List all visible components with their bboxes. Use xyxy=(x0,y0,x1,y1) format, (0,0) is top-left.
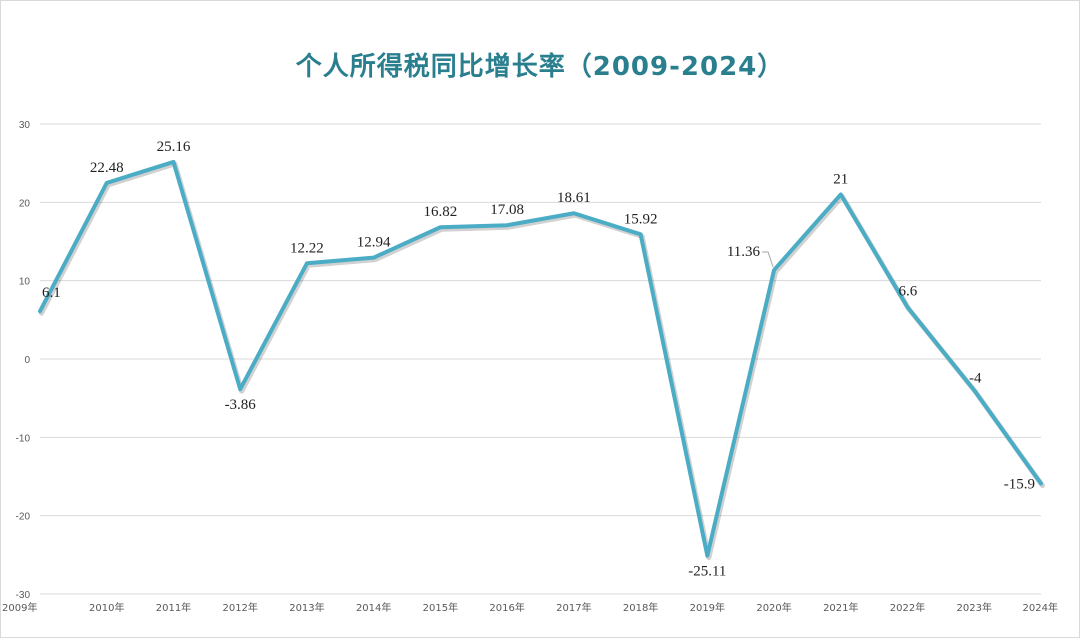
x-tick-label: 2019年 xyxy=(690,601,725,614)
series-line xyxy=(38,159,1043,558)
x-tick-label: 2012年 xyxy=(222,601,257,614)
series-line-layer xyxy=(38,159,1045,561)
x-tick-label: 2010年 xyxy=(89,601,124,614)
data-label: 6.6 xyxy=(899,283,918,299)
y-tick-label: 30 xyxy=(19,120,31,131)
data-label: 15.92 xyxy=(624,211,658,227)
x-tick-label: 2020年 xyxy=(756,601,791,614)
x-tick-label: 2018年 xyxy=(623,601,658,614)
gridlines xyxy=(40,123,1041,595)
data-label: 21 xyxy=(833,172,848,188)
data-label: -15.9 xyxy=(1004,477,1035,493)
data-label: -4 xyxy=(969,370,982,386)
y-tick-label: -30 xyxy=(16,590,31,601)
x-tick-label: 2022年 xyxy=(890,601,925,614)
x-tick-label: 2023年 xyxy=(957,601,992,614)
data-label: 12.22 xyxy=(290,240,324,256)
data-label: 25.16 xyxy=(157,139,191,155)
y-tick-label: 10 xyxy=(19,277,31,288)
data-label: 17.08 xyxy=(490,202,524,218)
y-tick-label: -20 xyxy=(16,512,31,523)
x-tick-label: 2014年 xyxy=(356,601,391,614)
x-tick-label: 2009年 xyxy=(2,601,37,614)
data-label: 22.48 xyxy=(90,160,124,176)
data-label: 12.94 xyxy=(357,235,391,251)
y-axis-ticks: 30 20 10 0 -10 -20 -30 xyxy=(16,120,31,601)
x-tick-label: 2017年 xyxy=(556,601,591,614)
x-tick-label: 2015年 xyxy=(423,601,458,614)
leader-line xyxy=(762,251,774,268)
y-tick-label: 0 xyxy=(24,355,30,366)
x-tick-label: 2011年 xyxy=(156,601,191,614)
y-tick-label: 20 xyxy=(19,198,31,209)
data-label: 6.1 xyxy=(42,285,61,301)
x-tick-label: 2021年 xyxy=(823,601,858,614)
x-tick-label: 2013年 xyxy=(289,601,324,614)
chart-title: 个人所得税同比增长率（2009-2024） xyxy=(295,52,785,82)
data-label: 16.82 xyxy=(424,204,458,220)
y-tick-label: -10 xyxy=(16,433,31,444)
data-label: 11.36 xyxy=(727,244,761,260)
data-label: -3.86 xyxy=(225,397,257,413)
x-tick-label: 2016年 xyxy=(489,601,524,614)
x-tick-label: 2024年 xyxy=(1023,601,1058,614)
data-label: -25.11 xyxy=(688,564,726,580)
x-axis-ticks: 2009年 2010年 2011年 2012年 2013年 2014年 2015年 2016年… xyxy=(2,601,1058,614)
data-label: 18.61 xyxy=(557,190,591,206)
data-labels: 6.1 22.48 25.16 -3.86 12.22 12.94 16.82 17.08 18… xyxy=(42,139,1035,580)
